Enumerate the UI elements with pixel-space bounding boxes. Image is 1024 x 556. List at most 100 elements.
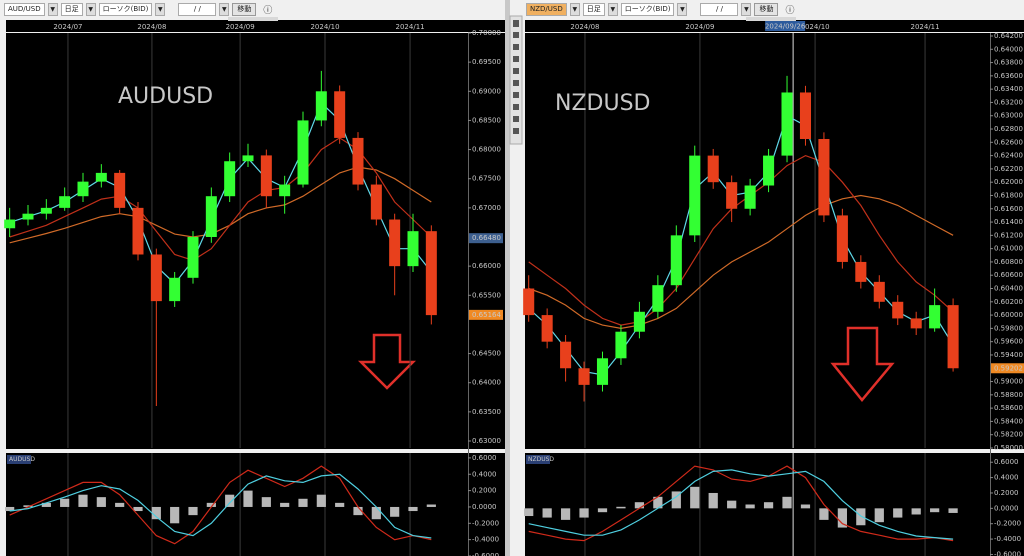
candle-body [836,215,848,262]
candle-body [260,155,272,197]
y-tick-label: 0.67500 [472,175,501,183]
y-tick-label: 0.64200 [994,32,1023,40]
date-field[interactable]: / / [178,2,217,16]
candle-body [560,341,572,369]
go-button[interactable]: 移動 [754,2,779,16]
candle-body [370,184,382,220]
y-tick-label: 0.0000 [994,504,1019,512]
scroll-handle[interactable] [228,17,278,21]
indicator-line [528,469,954,540]
y-tick-label: 0.58000 [994,444,1023,452]
candle-body [187,237,199,278]
price-marker-label: 0.59202 [994,364,1023,372]
macd-bar [690,486,700,509]
y-tick-label: 0.70000 [472,29,501,37]
y-tick-label: 0.59600 [994,338,1023,346]
date-field[interactable]: / / [700,2,739,16]
candle-body [910,318,922,329]
candle-body [389,219,401,267]
y-tick-label: 0.2000 [994,489,1019,497]
y-tick-label: 0.69500 [472,58,501,66]
candle-body [873,281,885,302]
dropdown[interactable]: ▼ [155,2,166,16]
y-tick-label: 0.6000 [472,454,497,462]
timeframe-field[interactable]: 日足 [582,2,605,16]
price-panel [6,33,505,449]
y-tick-label: 0.64000 [472,379,501,387]
y-tick-label: 0.62000 [994,178,1023,186]
macd-panel [6,453,505,556]
y-tick-label: 0.69000 [472,87,501,95]
candle-body [855,261,867,282]
y-tick-label: 0.58600 [994,404,1023,412]
dropdown[interactable]: ▼ [85,2,96,16]
x-tick-label: 2024/10 [801,23,830,31]
macd-bar [225,494,235,507]
down-arrow [357,333,417,390]
candle-body [425,231,437,316]
macd-bar [579,508,589,518]
y-tick-label: 0.59000 [994,378,1023,386]
macd-bar [800,504,811,509]
macd-bar [856,508,866,526]
dropdown[interactable]: ▼ [219,2,230,16]
candle-body [652,285,664,312]
y-tick-label: 0.61800 [994,191,1023,199]
y-tick-label: -0.6000 [472,552,499,556]
x-tick-label: 2024/09 [685,23,714,31]
go-button[interactable]: 移動 [232,2,257,16]
candle-body [763,155,775,186]
y-tick-label: 0.2000 [472,487,497,495]
indicator-line [9,473,432,539]
macd-bar [133,506,143,512]
candle-body [77,181,89,197]
candle-body [726,182,738,209]
scroll-handle[interactable] [746,17,796,21]
info-icon[interactable]: ⓘ [785,5,795,16]
macd-bar [280,502,290,507]
candle-body [114,172,126,208]
cursor-label: 2024/09/26 [765,23,806,31]
y-tick-label: 0.58200 [994,431,1023,439]
dropdown[interactable]: ▼ [607,2,618,16]
y-tick-label: 0.63500 [472,408,501,416]
y-tick-label: 0.62800 [994,125,1023,133]
style-field[interactable]: ローソク(BID) [620,2,675,16]
price-marker [469,233,503,244]
y-tick-label: 0.63400 [994,85,1023,93]
y-tick-label: 0.60000 [994,311,1023,319]
candle-body [633,311,645,332]
splitter[interactable] [505,0,510,556]
price-marker [991,363,1024,374]
style-field[interactable]: ローソク(BID) [98,2,153,16]
candle-body [150,254,162,302]
y-tick-label: 0.61200 [994,231,1023,239]
dropdown[interactable]: ▼ [47,2,58,16]
price-marker-label: 0.66480 [472,234,501,242]
info-icon[interactable]: ⓘ [263,5,273,16]
macd-bar [930,508,940,513]
dropdown[interactable]: ▼ [677,2,688,16]
candle-body [334,91,346,138]
candle-body [596,358,609,385]
candle-body [224,161,236,197]
candle-body [744,185,756,209]
y-tick-label: -0.4000 [472,536,499,544]
macd-bar [390,506,400,517]
timeframe-field[interactable]: 日足 [60,2,83,16]
price-marker-label: 0.65164 [472,311,501,319]
macd-bar [243,490,253,507]
dropdown[interactable]: ▼ [569,2,580,16]
down-arrow [830,326,895,402]
symbol-field[interactable]: AUD/USD [4,2,45,16]
dropdown[interactable]: ▼ [741,2,752,16]
macd-tag-label: NZDUSD [528,456,554,463]
candle-body [818,138,830,216]
price-panel [525,33,1024,449]
macd-bar [261,497,271,507]
symbol-field[interactable]: NZD/USD [526,2,567,16]
y-tick-label: 0.63000 [472,437,501,445]
y-tick-label: 0.60800 [994,258,1023,266]
